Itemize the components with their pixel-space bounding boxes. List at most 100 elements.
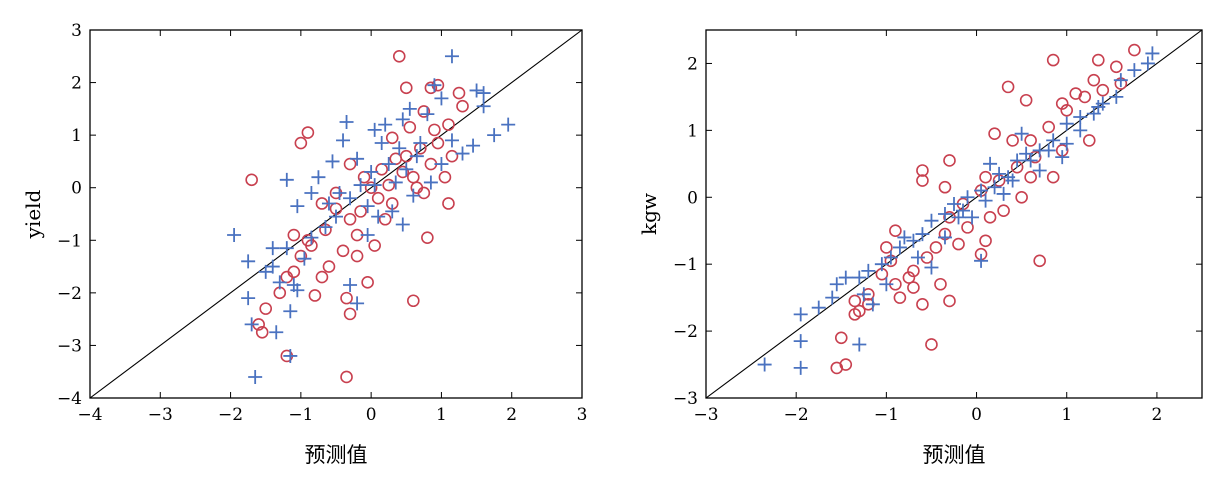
left-plus-point — [339, 115, 354, 129]
left-circle-point — [424, 81, 438, 95]
left-circle-point — [361, 276, 374, 289]
left-plus-point — [360, 199, 375, 214]
left-circle-point — [259, 302, 273, 315]
right-circle-point — [1091, 53, 1105, 67]
left-circle-point — [385, 131, 399, 145]
right-plot-frame — [705, 29, 1203, 399]
right-circle-point — [979, 234, 992, 248]
right-y-tick-label: −2 — [673, 322, 698, 342]
left-plus-point — [501, 117, 516, 132]
right-circle-point — [1028, 150, 1042, 164]
left-plus-point — [374, 136, 389, 151]
right-plus-point — [829, 277, 844, 292]
left-circle-point — [364, 181, 378, 195]
left-plus-point — [469, 83, 484, 98]
left-y-tick-label: −3 — [57, 336, 82, 356]
right-x-tick-label: 2 — [1151, 405, 1162, 425]
right-circle-point — [893, 291, 907, 304]
right-circle-point — [848, 308, 862, 321]
left-circle-point — [336, 244, 350, 258]
right-plus-point — [992, 166, 1007, 181]
right-circle-point — [1087, 73, 1101, 87]
right-circle-point — [1024, 170, 1037, 184]
left-plus-point — [434, 91, 449, 106]
left-plus-point — [297, 251, 312, 266]
right-plus-point — [897, 230, 912, 245]
right-circle-point — [902, 271, 916, 284]
right-circle-point — [1078, 90, 1092, 104]
left-plus-point — [325, 154, 340, 169]
left-plus-point — [371, 209, 386, 224]
left-plus-point — [227, 228, 242, 243]
left-x-tick-label: 0 — [366, 405, 377, 425]
left-plus-point — [265, 259, 280, 274]
left-circle-point — [350, 249, 364, 263]
right-plus-point — [1073, 123, 1088, 138]
left-plus-point — [420, 107, 435, 122]
left-circle-point — [343, 307, 357, 321]
right-x-axis-label: 预测值 — [923, 443, 986, 467]
right-plus-point — [924, 213, 939, 228]
left-plus-point — [311, 170, 326, 185]
left-plus-point — [304, 185, 319, 200]
left-circle-point — [421, 231, 434, 244]
right-circle-point — [1046, 53, 1060, 67]
right-series-circle — [830, 43, 1141, 375]
left-plus-point — [321, 196, 336, 211]
right-circle-point — [983, 211, 997, 224]
left-circle-point — [308, 289, 322, 302]
right-circle-point — [907, 264, 920, 278]
right-plus-point — [1041, 143, 1056, 158]
right-plus-point — [879, 277, 894, 292]
left-x-tick-label: −2 — [218, 405, 243, 425]
right-circle-point — [889, 224, 902, 238]
right-plus-point — [1005, 173, 1020, 188]
left-plus-point — [409, 149, 424, 164]
right-plus-point — [947, 196, 961, 211]
right-plus-point — [974, 253, 989, 268]
right-plus-point — [1140, 56, 1155, 71]
right-circle-point — [916, 298, 929, 311]
right-plus-point — [793, 334, 808, 349]
right-x-tick-label: −1 — [874, 405, 899, 425]
right-circle-point — [1015, 190, 1028, 204]
right-circle-point — [934, 277, 947, 291]
right-circle-point — [938, 180, 952, 194]
right-plus-point — [811, 300, 826, 315]
left-plus-point — [385, 204, 400, 219]
right-circle-point — [1082, 134, 1096, 147]
left-series-plus — [227, 49, 516, 384]
right-circle-point — [916, 164, 929, 177]
left-chart: −4 −3 −2 −1 0 1 2 3 −4 −3 −2 −1 0 1 2 3 预测值 yield — [21, 21, 587, 467]
right-circle-point — [961, 221, 974, 234]
right-plus-point — [1014, 126, 1029, 141]
left-plus-point — [427, 78, 442, 93]
left-series-circle — [245, 49, 469, 384]
right-circle-point — [1006, 134, 1019, 147]
left-circle-point — [431, 136, 445, 150]
right-plus-point — [1059, 116, 1074, 131]
left-plus-point — [378, 117, 393, 132]
left-y-tick-label: 1 — [71, 126, 82, 146]
left-plus-point — [279, 241, 294, 256]
right-plus-point — [924, 260, 939, 275]
left-plus-point — [329, 209, 343, 224]
left-circle-point — [399, 81, 413, 95]
left-plus-point — [406, 188, 421, 203]
left-plus-point — [466, 138, 481, 153]
right-y-tick-label: 0 — [687, 188, 698, 208]
left-plus-point — [343, 277, 358, 292]
right-plus-point — [757, 357, 772, 372]
left-plus-point — [413, 136, 428, 151]
left-circle-point — [255, 325, 269, 339]
left-x-tick-label: −1 — [288, 405, 313, 425]
right-plus-point — [793, 360, 808, 375]
left-circle-point — [340, 291, 353, 305]
right-plus-point — [1055, 150, 1070, 165]
left-plus-point — [336, 133, 351, 148]
left-circle-point — [315, 270, 329, 284]
left-plus-point — [350, 151, 365, 166]
left-circle-point — [357, 170, 371, 184]
right-plus-point — [1086, 106, 1101, 121]
